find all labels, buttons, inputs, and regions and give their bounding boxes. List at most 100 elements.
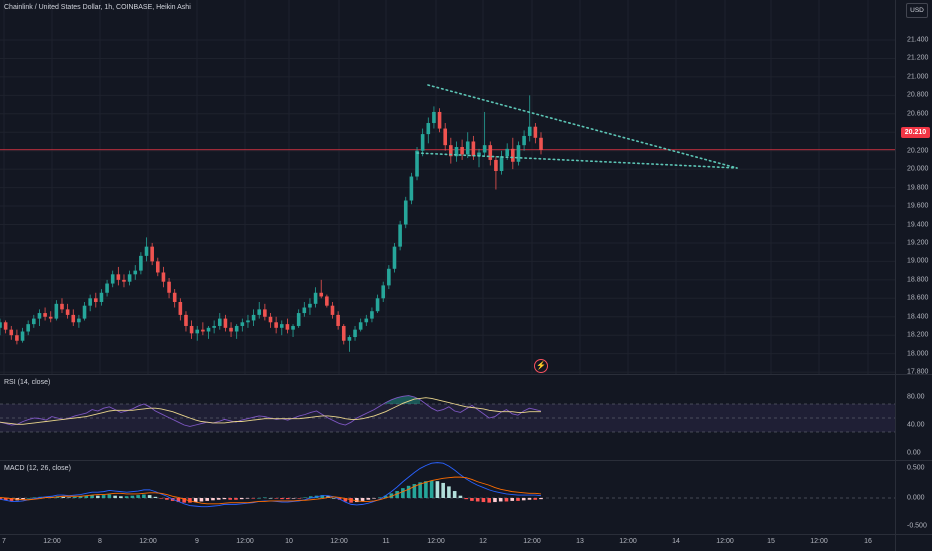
macd-histogram-bar (9, 498, 14, 501)
candle-body (127, 274, 132, 282)
candle-body (105, 283, 109, 293)
candle-body (189, 325, 194, 334)
candle-body (32, 318, 36, 325)
lightning-icon[interactable]: ⚡ (534, 359, 548, 373)
candle-body (285, 324, 290, 330)
candle-body (201, 329, 205, 332)
macd-histogram-bar (211, 498, 215, 501)
candle-body (246, 320, 250, 323)
macd-pane[interactable]: MACD (12, 26, close) (0, 460, 895, 535)
macd-axis-label: -0.500 (907, 522, 927, 530)
macd-axis-label: 0.500 (907, 464, 925, 472)
candle-body (443, 128, 447, 146)
macd-axis[interactable]: 0.500 0.000 -0.500 (895, 460, 932, 535)
macd-histogram-bar (26, 498, 31, 499)
candle-body (155, 261, 160, 273)
candle-body (313, 292, 318, 304)
macd-histogram-bar (193, 498, 198, 503)
macd-histogram-bar (136, 495, 140, 498)
macd-histogram-bar (401, 488, 405, 498)
candle-body (263, 309, 267, 317)
axis-corner (895, 534, 932, 551)
candle-body (167, 281, 171, 293)
macd-histogram-bar (234, 498, 238, 500)
macd-histogram-bar (159, 498, 163, 499)
time-axis-label: 9 (195, 538, 199, 545)
macd-histogram-bar (378, 497, 382, 499)
price-chart-pane[interactable]: Chainlink / United States Dollar, 1h, CO… (0, 0, 895, 374)
macd-histogram-bar (96, 495, 100, 498)
candle-body (527, 126, 532, 136)
price-axis-label: 20.000 (907, 165, 929, 173)
candle-body (460, 147, 464, 155)
time-axis-label: 16 (864, 538, 872, 545)
macd-histogram-bar (239, 498, 244, 500)
macd-histogram-bar (280, 498, 284, 500)
macd-label[interactable]: MACD (12, 26, close) (4, 465, 71, 472)
price-axis-label: 18.800 (907, 276, 929, 284)
macd-histogram-bar (130, 495, 135, 498)
candle-body (477, 152, 481, 157)
rsi-canvas (0, 395, 895, 433)
macd-histogram-bar (510, 498, 515, 501)
macd-histogram-bar (504, 498, 509, 502)
macd-histogram-bar (176, 498, 181, 503)
candle-body (392, 246, 397, 269)
candle-body (48, 316, 53, 319)
price-axis-label: 18.400 (907, 313, 929, 321)
macd-histogram-bar (188, 498, 192, 503)
macd-histogram-bar (470, 498, 474, 501)
macd-histogram-bar (90, 495, 94, 498)
macd-histogram-bar (539, 498, 543, 500)
candle-body (381, 285, 386, 299)
currency-button[interactable]: USD (906, 3, 928, 18)
time-axis-label: 12:00 (716, 538, 734, 545)
candle-body (494, 159, 498, 171)
macd-line (0, 462, 542, 508)
time-axis-label: 12:00 (810, 538, 828, 545)
macd-histogram-bar (222, 498, 227, 500)
candle-body (240, 322, 245, 326)
price-axis-label: 19.200 (907, 239, 929, 247)
macd-histogram-bar (389, 493, 394, 498)
candle-body (9, 329, 14, 336)
time-axis-label: 12:00 (427, 538, 445, 545)
candle-body (420, 134, 425, 151)
rsi-axis[interactable]: 80.00 40.00 0.00 (895, 374, 932, 461)
rsi-line (0, 395, 542, 427)
macd-axis-label: 0.000 (907, 494, 925, 502)
candle-body (454, 147, 459, 157)
candle-body (3, 322, 8, 330)
candle-body (330, 305, 335, 315)
macd-histogram-bar (429, 480, 434, 498)
candle-body (336, 314, 340, 326)
macd-histogram-bar (487, 498, 492, 503)
rsi-pane[interactable]: RSI (14, close) (0, 374, 895, 461)
candle-body (403, 200, 408, 225)
candle-body (110, 274, 115, 284)
macd-histogram-bar (257, 498, 261, 499)
macd-histogram-bar (418, 482, 422, 498)
candle-body (375, 298, 380, 312)
candle-body (71, 314, 76, 323)
price-axis[interactable]: 21.40021.20021.00020.80020.60020.40020.2… (895, 0, 932, 376)
time-axis[interactable]: 7 12:00 8 12:00 9 12:00 10 12:00 11 12:00 12 12:00 1… (0, 534, 895, 551)
macd-histogram-bar (101, 495, 106, 498)
macd-canvas (0, 462, 895, 508)
candle-body (20, 331, 25, 341)
rsi-label[interactable]: RSI (14, close) (4, 379, 51, 386)
macd-histogram-bar (268, 498, 273, 499)
macd-histogram-bar (527, 498, 532, 500)
time-axis-label: 12:00 (619, 538, 637, 545)
candle-body (533, 126, 538, 138)
candle-body (516, 145, 521, 162)
macd-histogram-bar (153, 496, 158, 498)
candle-body (398, 224, 402, 247)
price-chart-canvas[interactable] (0, 0, 895, 374)
macd-histogram-bar (113, 495, 117, 498)
macd-histogram-bar (84, 495, 89, 498)
macd-histogram-bar (452, 491, 457, 498)
candle-body (37, 313, 42, 319)
macd-histogram-bar (297, 498, 302, 499)
candle-body (82, 305, 87, 319)
